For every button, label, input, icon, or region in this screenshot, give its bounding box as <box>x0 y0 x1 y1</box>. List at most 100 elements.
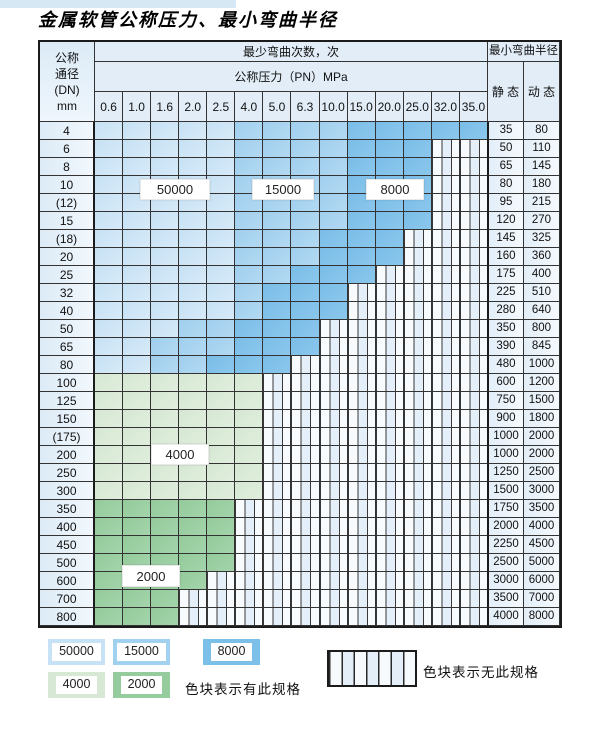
cell-spec <box>207 320 236 338</box>
cell-no-spec <box>319 338 348 356</box>
cell-no-spec <box>347 410 376 428</box>
cell-spec <box>207 338 236 356</box>
cell-spec <box>207 374 236 392</box>
pressure-col-label: 4.0 <box>235 92 264 122</box>
cell-spec <box>235 212 264 230</box>
cell-spec <box>207 248 236 266</box>
cell-no-spec <box>459 518 488 536</box>
static-value: 4000 <box>486 608 524 626</box>
cell-spec <box>151 212 180 230</box>
cell-spec <box>123 590 152 608</box>
cell-spec <box>375 212 404 230</box>
cell-no-spec <box>319 410 348 428</box>
cell-spec <box>95 140 124 158</box>
legend-chip-label: 50000 <box>52 643 101 661</box>
cell-no-spec <box>431 446 460 464</box>
static-value: 1750 <box>486 500 524 518</box>
cell-spec <box>347 140 376 158</box>
pressure-col-label: 2.5 <box>207 92 236 122</box>
row-label: 500 <box>40 554 95 572</box>
cell-no-spec <box>319 482 348 500</box>
dynamic-value: 400 <box>523 266 560 284</box>
cell-spec <box>207 482 236 500</box>
cell-spec <box>347 230 376 248</box>
cell-spec <box>123 230 152 248</box>
cell-spec <box>319 266 348 284</box>
cell-spec <box>319 140 348 158</box>
cell-spec <box>207 230 236 248</box>
pressure-col-label: 0.6 <box>95 92 124 122</box>
cell-spec <box>403 158 432 176</box>
cell-no-spec <box>263 482 292 500</box>
cell-spec <box>319 284 348 302</box>
cell-spec <box>151 608 180 626</box>
cell-no-spec <box>403 302 432 320</box>
static-value: 280 <box>486 302 524 320</box>
legend-chip: 4000 <box>48 672 105 698</box>
cell-spec <box>291 140 320 158</box>
bend-cycles-header: 最少弯曲次数，次 <box>95 42 488 62</box>
cell-no-spec <box>431 374 460 392</box>
cell-spec <box>95 320 124 338</box>
cell-spec <box>235 302 264 320</box>
row-label: 250 <box>40 464 95 482</box>
cell-spec <box>319 212 348 230</box>
dynamic-value: 1000 <box>523 356 560 374</box>
cell-spec <box>151 158 180 176</box>
cell-spec <box>179 482 208 500</box>
cell-spec <box>151 320 180 338</box>
row-label: (175) <box>40 428 95 446</box>
pressure-col-label: 5.0 <box>263 92 292 122</box>
cell-no-spec <box>291 428 320 446</box>
cell-spec <box>375 230 404 248</box>
cell-spec <box>179 140 208 158</box>
row-label: 400 <box>40 518 95 536</box>
cell-no-spec <box>263 554 292 572</box>
dynamic-value: 180 <box>523 176 560 194</box>
dynamic-value: 145 <box>523 158 560 176</box>
legend-chip: 15000 <box>113 639 170 665</box>
dynamic-value: 3500 <box>523 500 560 518</box>
cell-spec <box>291 248 320 266</box>
row-label: 200 <box>40 446 95 464</box>
cell-spec <box>179 212 208 230</box>
cell-spec <box>179 248 208 266</box>
zone-value-tag: 15000 <box>252 179 314 200</box>
cell-no-spec <box>235 536 264 554</box>
cell-no-spec <box>375 320 404 338</box>
cell-spec <box>403 140 432 158</box>
cell-spec <box>207 284 236 302</box>
cell-no-spec <box>431 518 460 536</box>
cell-spec <box>235 374 264 392</box>
cell-no-spec <box>263 428 292 446</box>
cell-spec <box>263 302 292 320</box>
cell-spec <box>235 428 264 446</box>
cell-spec <box>179 230 208 248</box>
cell-no-spec <box>431 158 460 176</box>
cell-no-spec <box>459 302 488 320</box>
cell-spec <box>123 518 152 536</box>
cell-no-spec <box>403 374 432 392</box>
cell-spec <box>123 482 152 500</box>
cell-no-spec <box>347 374 376 392</box>
cell-spec <box>123 446 152 464</box>
pressure-col-label: 20.0 <box>375 92 404 122</box>
cell-no-spec <box>263 590 292 608</box>
cell-no-spec <box>431 554 460 572</box>
cell-no-spec <box>431 356 460 374</box>
cell-no-spec <box>235 590 264 608</box>
zone-value-tag: 2000 <box>122 565 180 587</box>
cell-spec <box>179 554 208 572</box>
cell-no-spec <box>291 374 320 392</box>
cell-no-spec <box>291 536 320 554</box>
cell-spec <box>207 302 236 320</box>
cell-no-spec <box>291 554 320 572</box>
cell-spec <box>123 428 152 446</box>
cell-spec <box>207 194 236 212</box>
cell-no-spec <box>347 590 376 608</box>
cell-no-spec <box>319 356 348 374</box>
cell-spec <box>95 338 124 356</box>
cell-no-spec <box>347 428 376 446</box>
cell-spec <box>151 284 180 302</box>
cell-no-spec <box>431 212 460 230</box>
